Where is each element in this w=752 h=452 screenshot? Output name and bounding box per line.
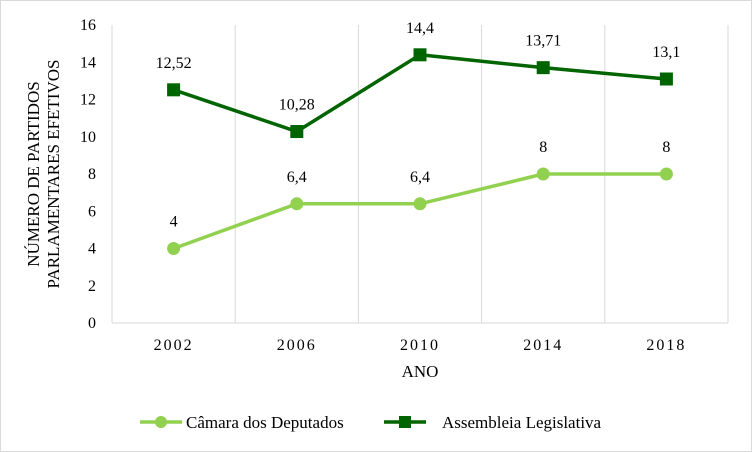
data-point-marker	[167, 83, 181, 97]
y-tick-label: 6	[88, 203, 96, 220]
data-point-marker	[413, 197, 427, 211]
legend-label: Câmara dos Deputados	[186, 413, 344, 432]
legend-item: Assembleia Legislativa	[384, 413, 602, 432]
data-label: 8	[539, 139, 547, 156]
data-label: 13,71	[525, 33, 561, 50]
legend-marker	[399, 416, 411, 428]
y-tick-label: 14	[80, 54, 96, 71]
data-label: 12,52	[156, 55, 192, 72]
x-tick-label: 2002	[154, 337, 194, 354]
y-tick-label: 16	[80, 17, 96, 34]
series-assembleia-legislativa	[167, 48, 673, 139]
data-labels: 4 6,4 6,4 8 8 12,52 10,28 14,4 13,71 13,1	[156, 20, 681, 231]
legend-marker	[155, 416, 167, 428]
series-camara-dos-deputados	[167, 167, 673, 255]
data-point-marker	[659, 167, 673, 181]
x-tick-label: 2010	[400, 337, 440, 354]
data-label: 14,4	[406, 20, 434, 37]
y-tick-label: 0	[88, 315, 96, 332]
x-tick-label: 2006	[277, 337, 317, 354]
data-label: 6,4	[410, 169, 430, 186]
data-label: 4	[170, 214, 178, 231]
legend: Câmara dos Deputados Assembleia Legislati…	[140, 413, 602, 432]
data-label: 13,1	[652, 44, 680, 61]
data-label: 8	[662, 139, 670, 156]
data-point-marker	[536, 167, 550, 181]
data-label: 6,4	[287, 169, 307, 186]
legend-label: Assembleia Legislativa	[442, 413, 602, 432]
legend-item: Câmara dos Deputados	[140, 413, 344, 432]
y-tick-label: 8	[88, 166, 96, 183]
data-point-marker	[290, 197, 304, 211]
data-point-marker	[536, 61, 550, 75]
y-axis-title-line-2: PARLAMENTARES EFETIVOS	[44, 60, 63, 289]
axes: 0 2 4 6 8 10 12 14 16 2002 2006 2010 2014 2018	[80, 17, 729, 354]
series-line	[173, 53, 667, 134]
x-axis-title: ANO	[402, 362, 439, 381]
y-tick-label: 12	[80, 92, 96, 109]
y-axis-title-line-1: NÚMERO DE PARTIDOS	[24, 81, 43, 266]
y-tick-label: 2	[88, 278, 96, 295]
y-tick-label: 10	[80, 129, 96, 146]
x-tick-label: 2018	[646, 337, 686, 354]
y-tick-label: 4	[88, 241, 96, 258]
data-point-marker	[290, 125, 304, 139]
data-point-marker	[413, 48, 427, 62]
data-point-marker	[167, 242, 181, 255]
axis-titles: ANO NÚMERO DE PARTIDOS PARLAMENTARES EFE…	[24, 60, 438, 381]
series	[167, 48, 673, 255]
data-label: 10,28	[279, 97, 315, 114]
x-tick-label: 2014	[523, 337, 563, 354]
data-point-marker	[659, 72, 673, 86]
